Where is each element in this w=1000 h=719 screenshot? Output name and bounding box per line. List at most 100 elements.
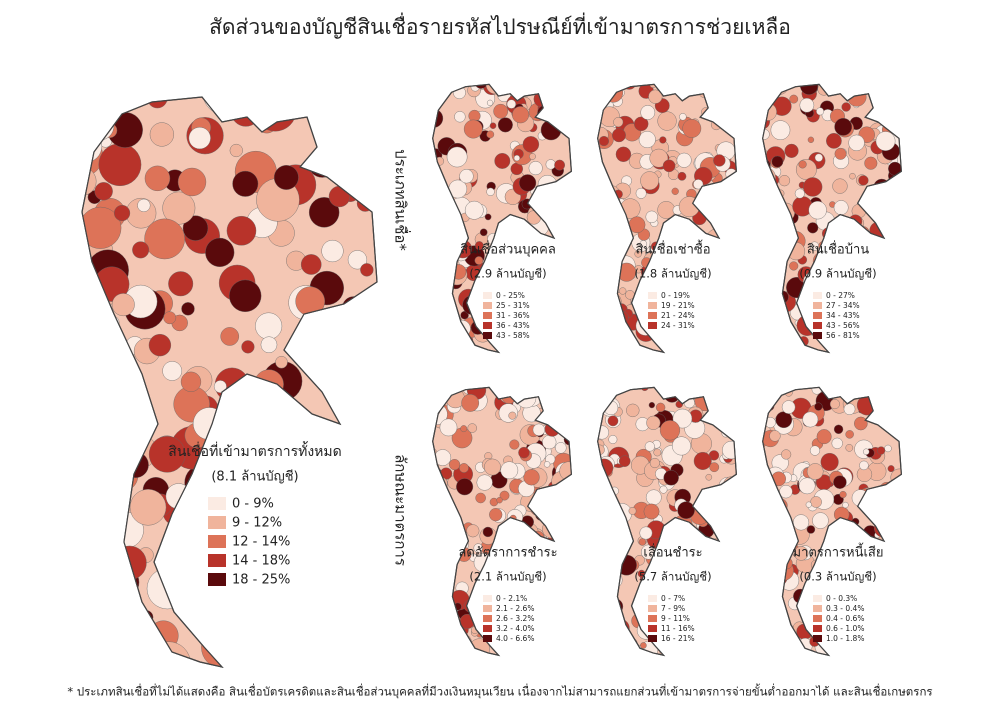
region xyxy=(809,445,821,456)
region xyxy=(677,171,687,181)
region xyxy=(706,282,721,297)
legend-swatch xyxy=(648,322,657,329)
region xyxy=(885,564,902,581)
region xyxy=(832,220,842,231)
map-label: เลื่อนชำระ xyxy=(643,544,702,561)
region xyxy=(273,411,293,431)
region xyxy=(82,474,103,503)
region xyxy=(867,247,883,264)
region xyxy=(869,628,879,638)
region xyxy=(882,406,897,421)
region xyxy=(599,88,611,101)
region xyxy=(535,285,549,299)
region xyxy=(762,501,764,509)
region xyxy=(695,620,705,631)
region xyxy=(597,175,608,195)
region xyxy=(808,201,827,220)
region xyxy=(894,570,902,577)
region xyxy=(871,392,890,411)
region xyxy=(282,627,320,665)
region xyxy=(201,625,245,667)
region xyxy=(590,389,597,396)
region xyxy=(844,387,861,401)
region xyxy=(82,292,101,316)
legend-label: 0 - 27% xyxy=(826,291,855,300)
region xyxy=(870,319,877,327)
region xyxy=(653,448,662,457)
legend-swatch xyxy=(648,595,657,602)
region xyxy=(432,569,444,585)
region xyxy=(538,283,551,296)
region xyxy=(672,436,691,456)
region xyxy=(544,607,551,614)
region xyxy=(669,641,682,653)
region xyxy=(626,403,640,418)
region xyxy=(608,523,616,531)
region xyxy=(863,448,870,455)
region xyxy=(762,229,772,249)
legend-label: 4.0 - 6.6% xyxy=(496,634,534,643)
region xyxy=(103,374,136,408)
region xyxy=(552,620,572,641)
region xyxy=(543,313,557,326)
region xyxy=(462,295,483,315)
region xyxy=(493,387,505,396)
region xyxy=(564,565,572,576)
region xyxy=(604,239,623,258)
region xyxy=(243,591,287,635)
region xyxy=(648,89,663,104)
region xyxy=(890,468,902,487)
region xyxy=(474,241,484,250)
region xyxy=(710,568,732,590)
region xyxy=(778,175,791,187)
region xyxy=(643,503,660,520)
region xyxy=(561,91,572,110)
region xyxy=(226,215,257,246)
legend-label: 7 - 9% xyxy=(661,604,685,613)
region xyxy=(324,560,369,605)
region xyxy=(144,165,171,192)
region xyxy=(432,228,436,239)
region xyxy=(513,154,521,162)
region xyxy=(558,312,572,332)
region xyxy=(769,507,786,524)
legend-swatch xyxy=(813,322,822,329)
legend-swatch xyxy=(208,516,226,529)
region xyxy=(767,284,780,298)
region xyxy=(762,303,766,318)
region xyxy=(878,279,886,287)
region xyxy=(667,524,686,544)
region xyxy=(597,273,603,293)
legend-label: 2.1 - 2.6% xyxy=(496,604,534,613)
region xyxy=(887,208,902,230)
region xyxy=(875,131,896,151)
region xyxy=(521,649,534,656)
region xyxy=(619,341,640,353)
region xyxy=(891,218,902,232)
region xyxy=(548,639,558,649)
region xyxy=(597,298,610,319)
region xyxy=(719,243,737,264)
region xyxy=(229,279,262,312)
region xyxy=(148,334,172,357)
region xyxy=(332,615,352,635)
region xyxy=(484,213,492,221)
region xyxy=(535,508,548,521)
legend-swatch xyxy=(813,625,822,632)
region xyxy=(434,337,456,353)
region xyxy=(807,222,819,234)
region xyxy=(437,243,452,258)
region xyxy=(722,440,737,460)
region xyxy=(542,434,557,450)
region xyxy=(732,548,737,555)
region xyxy=(484,458,501,476)
region xyxy=(883,210,894,221)
region xyxy=(597,544,603,555)
region xyxy=(564,240,572,256)
region xyxy=(432,628,443,644)
legend-label: 14 - 18% xyxy=(232,554,290,569)
region xyxy=(227,97,251,106)
region xyxy=(532,423,546,436)
region xyxy=(538,321,558,341)
region xyxy=(559,502,572,515)
